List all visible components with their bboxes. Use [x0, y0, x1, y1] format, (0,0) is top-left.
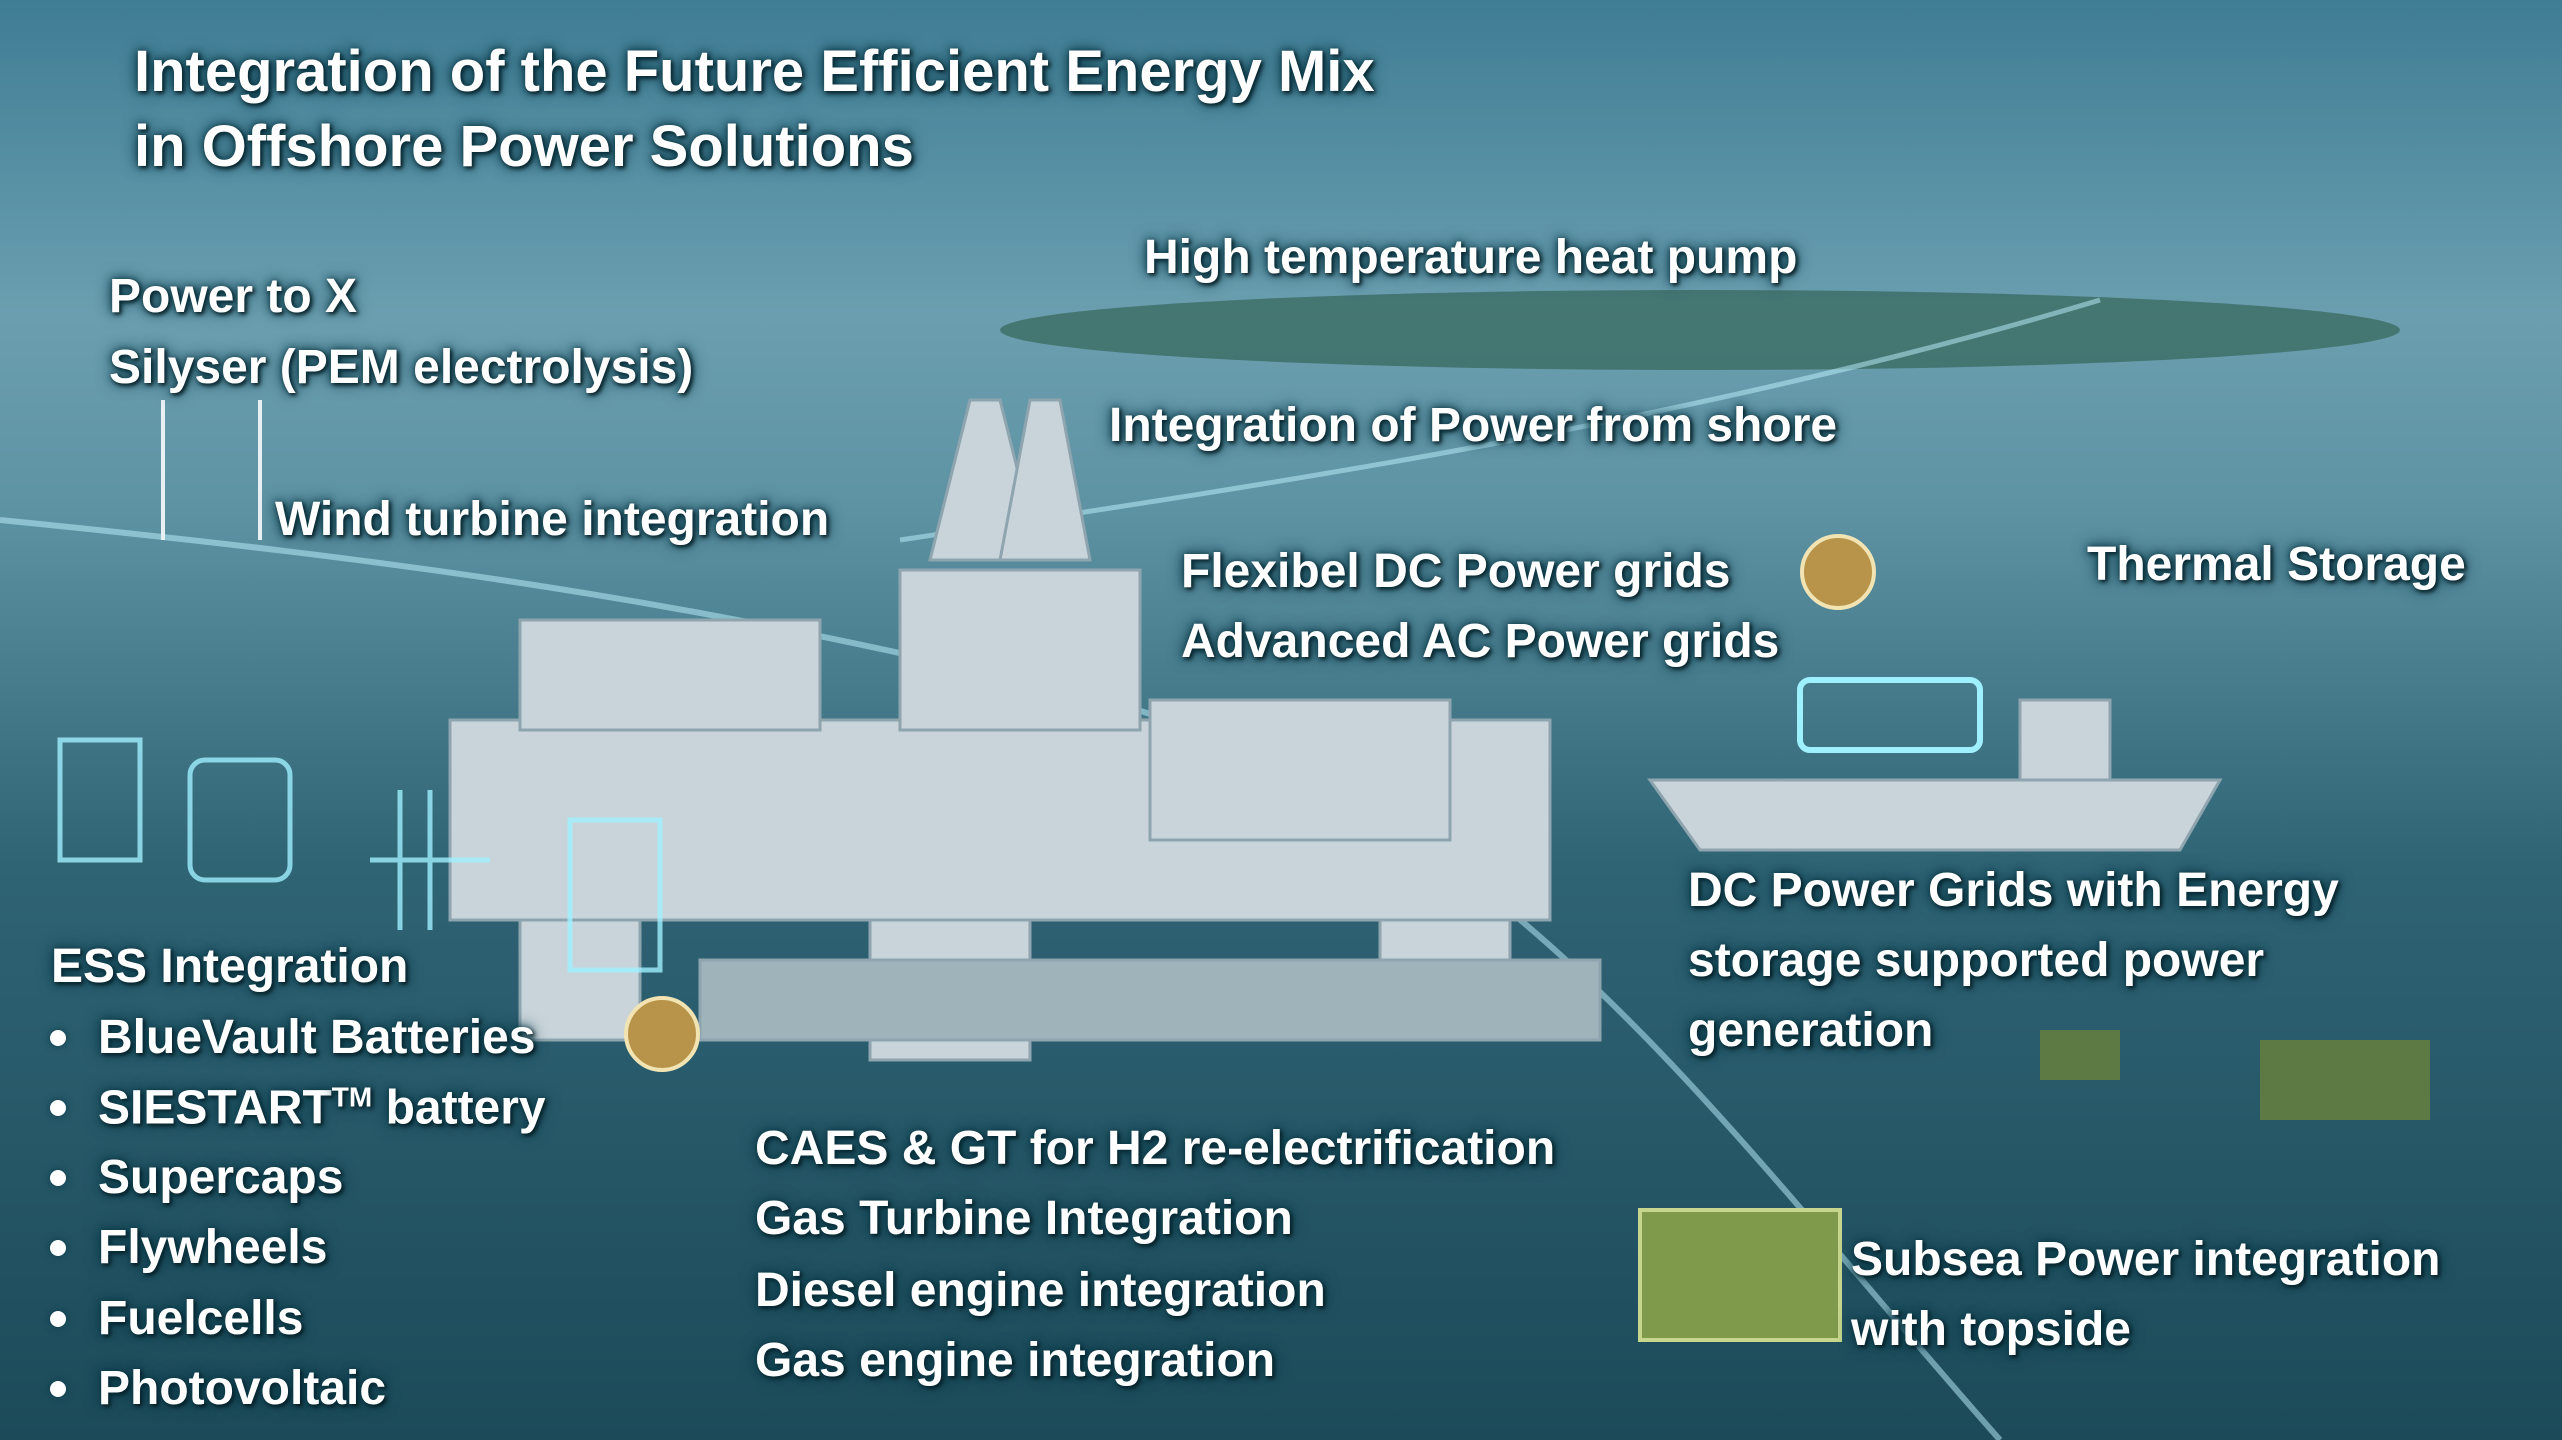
award-badge [1802, 536, 1874, 608]
title: in Offshore Power Solutions [134, 118, 914, 176]
label: Thermal Storage [2087, 541, 2466, 589]
item-text: battery [372, 1082, 545, 1135]
label: DC Power Grids with Energy [1688, 867, 2339, 915]
bullet [50, 1311, 66, 1327]
label: generation [1688, 1007, 1933, 1055]
award-badge [626, 998, 698, 1070]
bullet [50, 1381, 66, 1397]
label: storage supported power [1688, 937, 2264, 985]
label: Subsea Power integration [1851, 1236, 2440, 1284]
label: Silyser (PEM electrolysis) [109, 344, 693, 392]
slide: Integration of the Future Efficient Ener… [0, 0, 2562, 1440]
bullet [50, 1100, 66, 1116]
label: Integration of Power from shore [1109, 402, 1837, 450]
label: Wind turbine integration [275, 496, 829, 544]
label: ESS Integration [51, 943, 408, 991]
label: Power to X [109, 273, 357, 321]
list-item: Fuelcells [98, 1295, 303, 1343]
label: High temperature heat pump [1144, 234, 1797, 282]
list-item: Supercaps [98, 1154, 343, 1202]
title: Integration of the Future Efficient Ener… [134, 43, 1375, 101]
label: Diesel engine integration [755, 1267, 1326, 1315]
label: Gas engine integration [755, 1337, 1275, 1385]
list-item: SIESTARTTM battery [98, 1084, 546, 1133]
bullet [50, 1170, 66, 1186]
label: Flexibel DC Power grids [1181, 548, 1730, 596]
label: CAES & GT for H2 re-electrification [755, 1125, 1555, 1173]
list-item: Photovoltaic [98, 1365, 386, 1413]
bullet [50, 1240, 66, 1256]
superscript: TM [332, 1082, 372, 1113]
bullet [50, 1030, 66, 1046]
label: Gas Turbine Integration [755, 1195, 1293, 1243]
label: with topside [1851, 1306, 2131, 1354]
list-item: BlueVault Batteries [98, 1014, 535, 1062]
list-item: Flywheels [98, 1224, 327, 1272]
label: Advanced AC Power grids [1181, 618, 1779, 666]
item-text: SIESTART [98, 1082, 332, 1135]
